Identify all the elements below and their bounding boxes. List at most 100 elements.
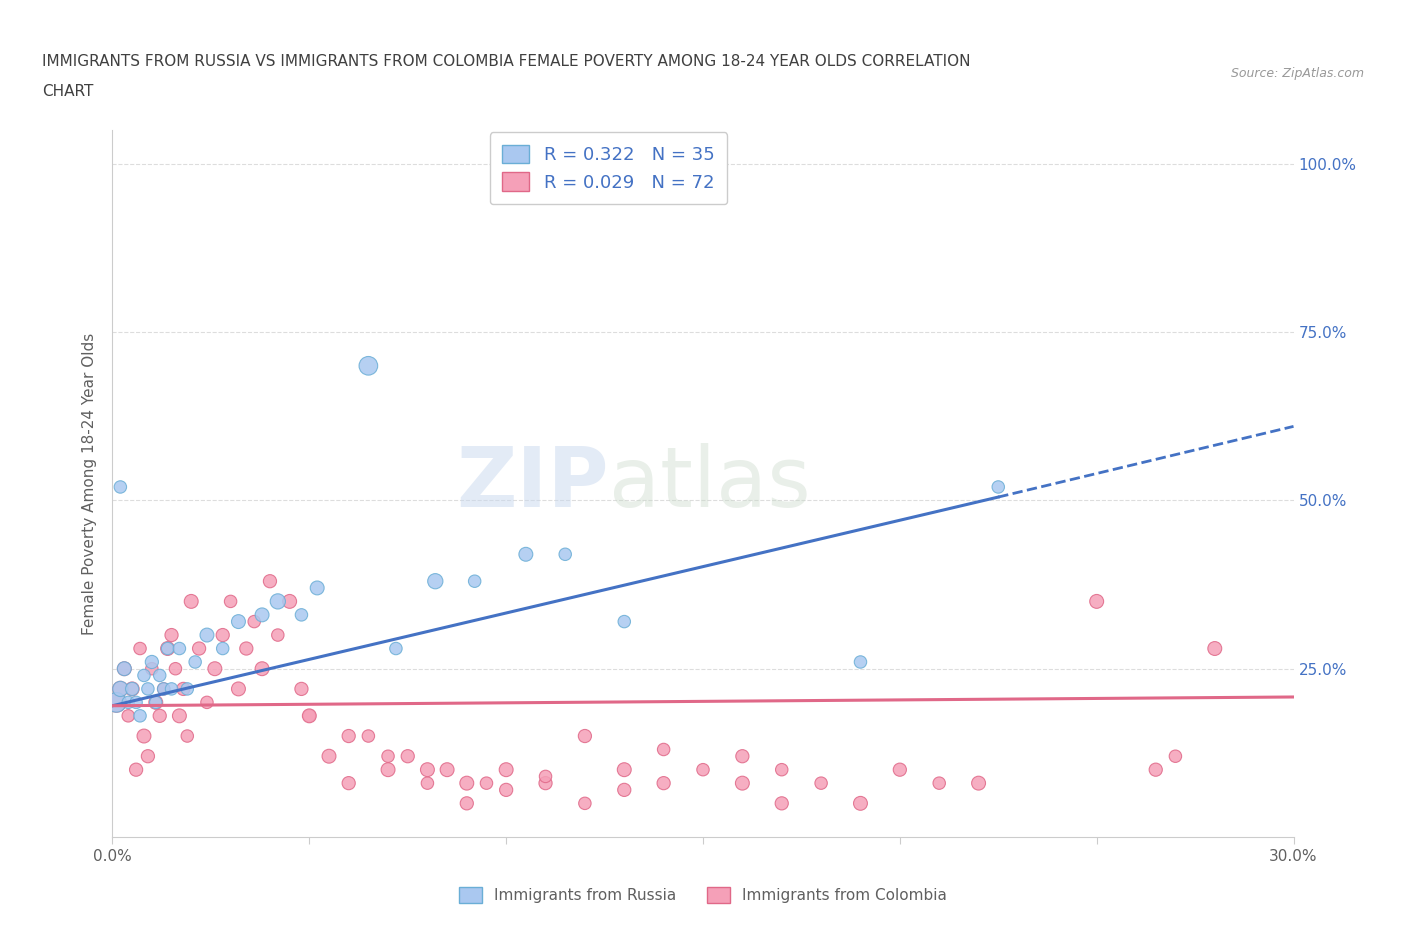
Point bbox=[129, 709, 152, 724]
Point bbox=[110, 682, 132, 697]
Y-axis label: Female Poverty Among 18-24 Year Olds: Female Poverty Among 18-24 Year Olds bbox=[82, 333, 97, 635]
Point bbox=[180, 594, 202, 609]
Point bbox=[770, 763, 793, 777]
Point bbox=[534, 769, 557, 784]
Point bbox=[1144, 763, 1167, 777]
Text: CHART: CHART bbox=[42, 84, 94, 99]
Point bbox=[211, 641, 233, 656]
Point bbox=[160, 628, 183, 643]
Point bbox=[495, 782, 517, 797]
Point bbox=[117, 709, 139, 724]
Point bbox=[121, 682, 143, 697]
Point bbox=[731, 749, 754, 764]
Point bbox=[267, 594, 290, 609]
Point bbox=[1164, 749, 1187, 764]
Point bbox=[337, 728, 360, 743]
Point bbox=[188, 641, 211, 656]
Point bbox=[290, 682, 312, 697]
Point bbox=[1204, 641, 1226, 656]
Point bbox=[112, 661, 135, 676]
Point bbox=[204, 661, 226, 676]
Point bbox=[228, 614, 250, 629]
Point bbox=[132, 668, 155, 683]
Point bbox=[172, 682, 194, 697]
Point bbox=[849, 796, 872, 811]
Point bbox=[176, 728, 198, 743]
Point bbox=[125, 763, 148, 777]
Point bbox=[250, 661, 273, 676]
Point bbox=[475, 776, 498, 790]
Point bbox=[554, 547, 576, 562]
Point bbox=[243, 614, 266, 629]
Point bbox=[169, 709, 191, 724]
Text: Source: ZipAtlas.com: Source: ZipAtlas.com bbox=[1230, 67, 1364, 80]
Point bbox=[307, 580, 329, 595]
Point bbox=[298, 709, 321, 724]
Point bbox=[849, 655, 872, 670]
Point bbox=[195, 695, 218, 710]
Point bbox=[357, 728, 380, 743]
Point bbox=[318, 749, 340, 764]
Point bbox=[298, 709, 321, 724]
Point bbox=[652, 776, 675, 790]
Point bbox=[290, 607, 312, 622]
Point bbox=[184, 655, 207, 670]
Point bbox=[692, 763, 714, 777]
Point bbox=[613, 782, 636, 797]
Point bbox=[574, 728, 596, 743]
Point bbox=[149, 668, 172, 683]
Point bbox=[145, 695, 167, 710]
Point bbox=[613, 614, 636, 629]
Legend: Immigrants from Russia, Immigrants from Colombia: Immigrants from Russia, Immigrants from … bbox=[451, 880, 955, 910]
Point bbox=[165, 661, 187, 676]
Point bbox=[105, 695, 128, 710]
Point bbox=[235, 641, 257, 656]
Point bbox=[160, 682, 183, 697]
Point bbox=[456, 776, 478, 790]
Point bbox=[125, 695, 148, 710]
Point bbox=[219, 594, 242, 609]
Point bbox=[169, 641, 191, 656]
Point bbox=[278, 594, 301, 609]
Point bbox=[211, 628, 233, 643]
Text: ZIP: ZIP bbox=[456, 443, 609, 525]
Point bbox=[156, 641, 179, 656]
Point bbox=[416, 763, 439, 777]
Point bbox=[121, 682, 143, 697]
Point bbox=[357, 358, 380, 373]
Point bbox=[515, 547, 537, 562]
Point bbox=[652, 742, 675, 757]
Point bbox=[110, 480, 132, 495]
Point bbox=[110, 682, 132, 697]
Point bbox=[770, 796, 793, 811]
Point bbox=[152, 682, 174, 697]
Point bbox=[152, 682, 174, 697]
Text: IMMIGRANTS FROM RUSSIA VS IMMIGRANTS FROM COLOMBIA FEMALE POVERTY AMONG 18-24 YE: IMMIGRANTS FROM RUSSIA VS IMMIGRANTS FRO… bbox=[42, 54, 970, 69]
Point bbox=[385, 641, 408, 656]
Point bbox=[176, 682, 198, 697]
Point bbox=[156, 641, 179, 656]
Point bbox=[534, 776, 557, 790]
Point bbox=[132, 728, 155, 743]
Point bbox=[377, 763, 399, 777]
Point bbox=[377, 749, 399, 764]
Point bbox=[337, 776, 360, 790]
Text: atlas: atlas bbox=[609, 443, 810, 525]
Point bbox=[396, 749, 419, 764]
Point bbox=[967, 776, 990, 790]
Point bbox=[495, 763, 517, 777]
Point bbox=[731, 776, 754, 790]
Point bbox=[259, 574, 281, 589]
Point bbox=[145, 695, 167, 710]
Point bbox=[810, 776, 832, 790]
Point bbox=[228, 682, 250, 697]
Point bbox=[416, 776, 439, 790]
Point bbox=[136, 682, 159, 697]
Point bbox=[149, 709, 172, 724]
Point bbox=[456, 796, 478, 811]
Point bbox=[105, 695, 128, 710]
Point bbox=[141, 655, 163, 670]
Point bbox=[112, 661, 135, 676]
Point bbox=[1085, 594, 1108, 609]
Point bbox=[250, 607, 273, 622]
